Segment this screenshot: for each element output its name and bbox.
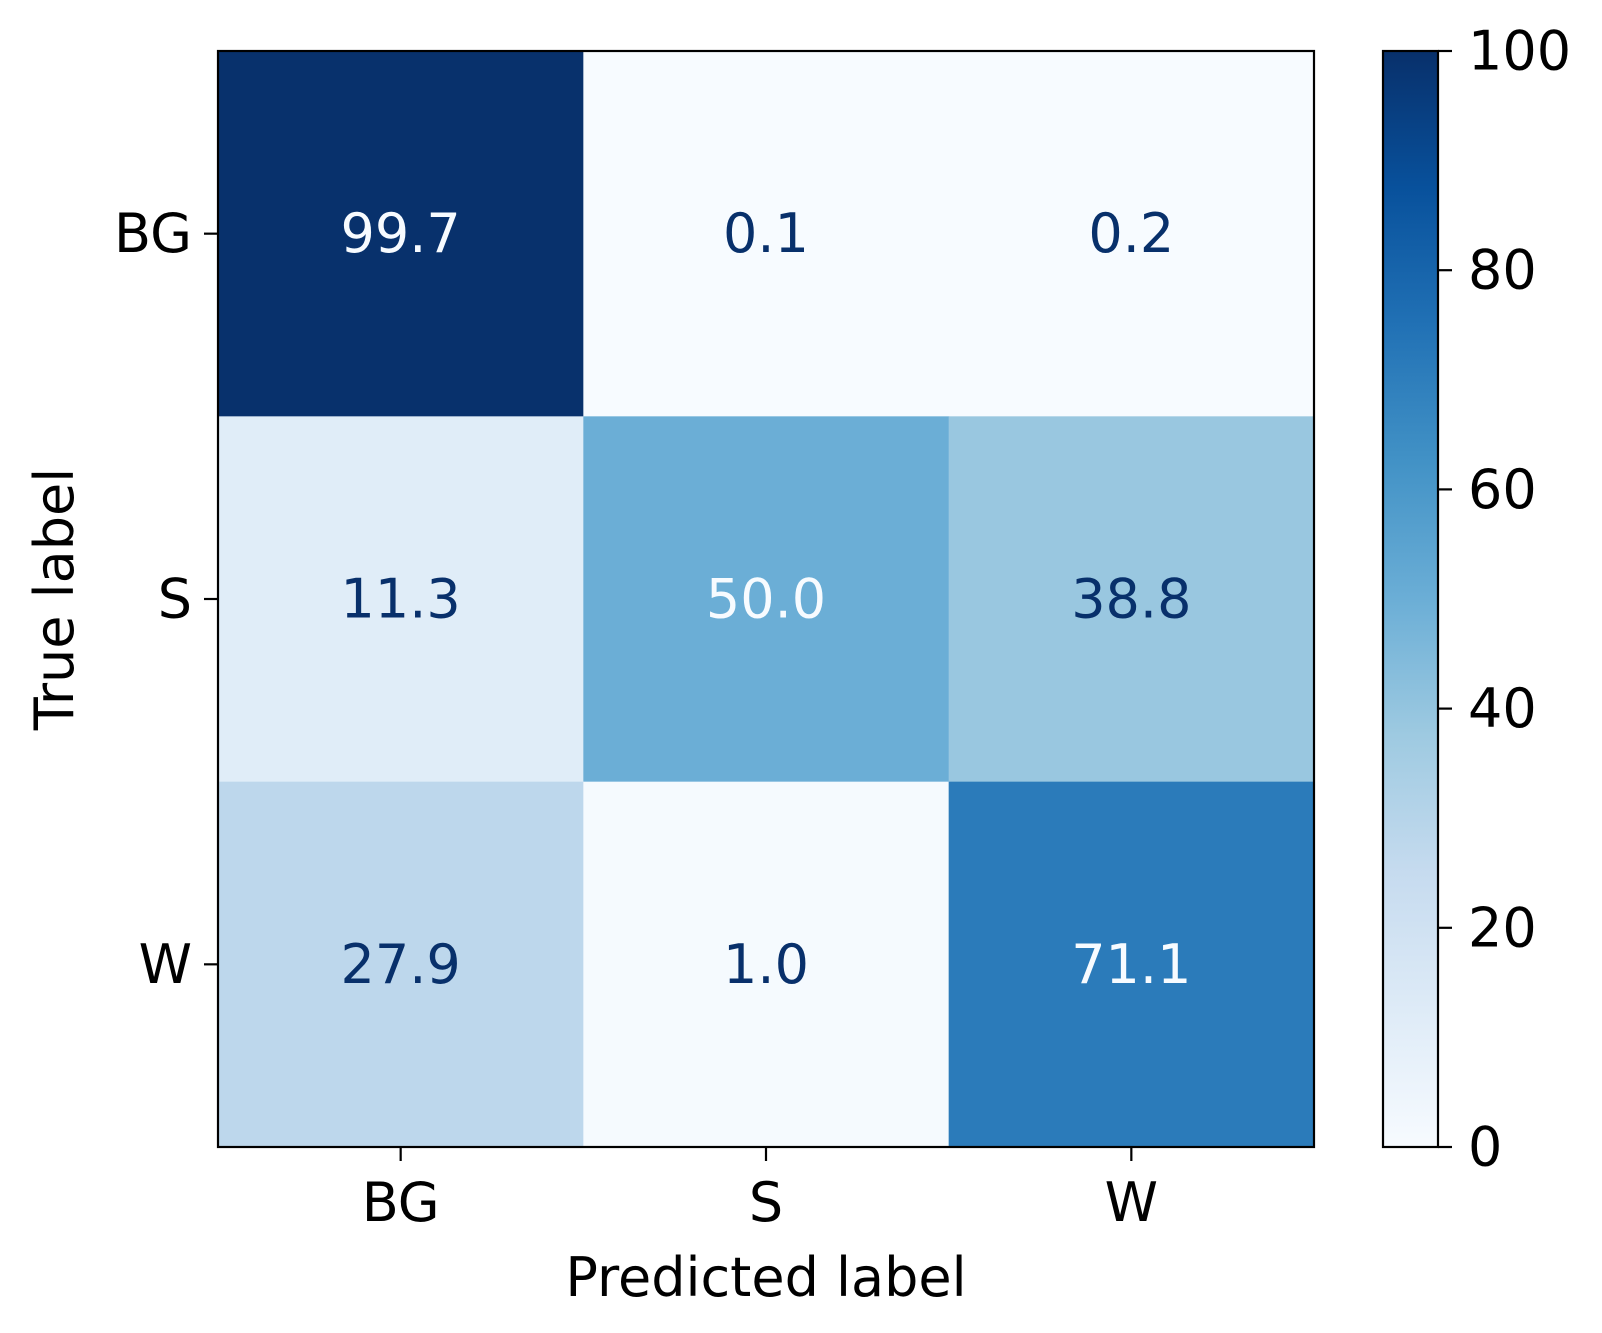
colorbar-tick-label: 80 (1468, 239, 1537, 302)
colorbar-tick-label: 60 (1468, 458, 1537, 521)
colorbar-frame (1381, 49, 1440, 1149)
cell-value-label: 99.7 (341, 202, 461, 265)
heatmap-cells (218, 51, 1315, 1148)
y-tick-label: W (139, 933, 192, 996)
cell-value-label: 11.3 (341, 568, 461, 631)
heatmap-cell (218, 781, 584, 1148)
x-tick-label: S (749, 1171, 783, 1234)
colorbar-tick-label: 40 (1468, 677, 1537, 740)
heatmap-cell (218, 51, 584, 417)
cell-value-label: 0.1 (723, 202, 809, 265)
colorbar (1383, 51, 1438, 1147)
heatmap-cell (583, 781, 950, 1148)
cell-value-label: 27.9 (341, 933, 461, 996)
x-tick-label: BG (362, 1171, 440, 1234)
cell-value-label: 38.8 (1071, 568, 1191, 631)
x-axis: BG S W (362, 1147, 1158, 1234)
y-axis-title: True label (23, 468, 86, 731)
colorbar-axis: 0 20 40 60 80 100 (1438, 20, 1571, 1179)
colorbar-tick-label: 20 (1468, 896, 1537, 959)
y-tick-label: BG (114, 202, 192, 265)
x-axis-title: Predicted label (565, 1246, 966, 1309)
cell-value-label: 1.0 (723, 933, 809, 996)
heatmap-cell (583, 51, 950, 417)
heatmap-cell (948, 51, 1315, 417)
cell-value-label: 71.1 (1071, 933, 1191, 996)
cell-value-label: 0.2 (1088, 202, 1174, 265)
cell-value-labels: 99.7 0.1 0.2 11.3 50.0 38.8 27.9 1.0 71.1 (341, 202, 1192, 996)
x-tick-label: W (1105, 1171, 1158, 1234)
heatmap-cell (583, 416, 950, 783)
y-axis: BG S W (114, 202, 218, 996)
heatmap-cell (948, 416, 1315, 783)
colorbar-tick-label: 100 (1468, 20, 1571, 83)
y-tick-label: S (158, 568, 192, 631)
cell-value-label: 50.0 (706, 568, 826, 631)
colorbar-tick-label: 0 (1468, 1116, 1502, 1179)
heatmap-cell (948, 781, 1315, 1148)
heatmap-cell (218, 416, 584, 783)
